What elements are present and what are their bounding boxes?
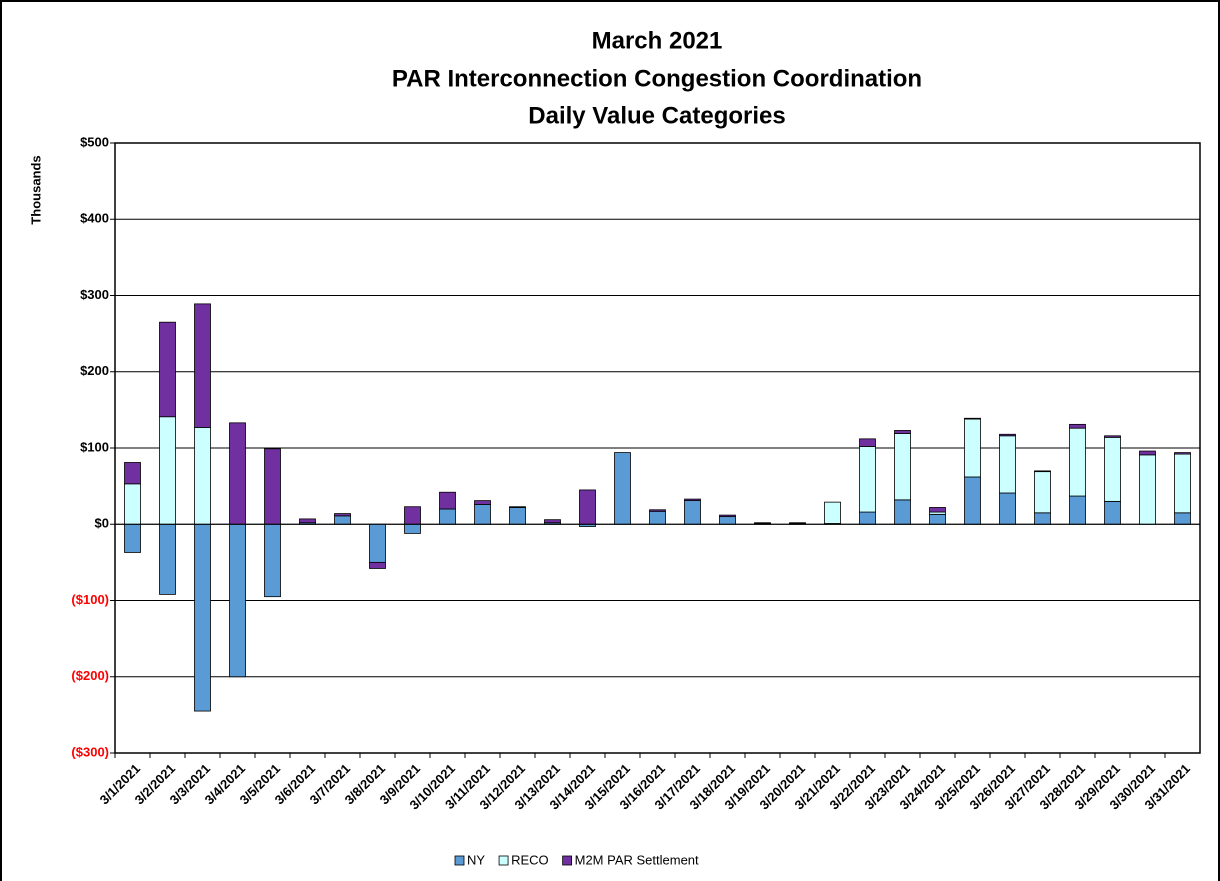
legend-swatch [562, 855, 573, 866]
legend-label: M2M PAR Settlement [575, 852, 699, 867]
bar-segment [894, 499, 911, 525]
bar-segment [334, 513, 351, 517]
bar-segment [929, 507, 946, 513]
bar-segment [124, 483, 141, 525]
bar-segment [1069, 427, 1086, 497]
bar-segment [334, 515, 351, 525]
bar-segment [264, 523, 281, 598]
bar-segment [124, 523, 141, 553]
bar-segment [474, 504, 491, 525]
y-tick-label: ($300) [71, 744, 109, 759]
y-tick-label: $0 [95, 516, 109, 531]
legend-swatch [498, 855, 509, 866]
bar-segment [999, 492, 1016, 525]
bar-segment [1174, 453, 1191, 514]
bar-segment [684, 498, 701, 502]
bar-segment [159, 416, 176, 525]
bar-segment [404, 523, 421, 534]
bar-segment [369, 523, 386, 563]
y-tick-label: ($200) [71, 668, 109, 683]
y-tick-label: $200 [80, 363, 109, 378]
legend-label: RECO [511, 852, 549, 867]
bar-segment [509, 507, 526, 525]
bar-segment [719, 514, 736, 518]
bar-segment [194, 303, 211, 428]
bar-segment [649, 509, 666, 512]
bar-segment [964, 417, 981, 420]
bar-segment [1104, 500, 1121, 525]
legend-label: NY [467, 852, 485, 867]
bar-segment [194, 427, 211, 525]
bar-segment [264, 448, 281, 525]
bar-segment [509, 506, 526, 508]
bar-segment [1034, 512, 1051, 525]
chart-title: March 2021 [592, 27, 723, 54]
bar-segment [1069, 423, 1086, 429]
bar-segment [1174, 452, 1191, 455]
bar-segment [964, 476, 981, 525]
bar-segment [579, 489, 596, 525]
bar-segment [614, 452, 631, 525]
bar-segment [859, 511, 876, 525]
bar-segment [159, 523, 176, 595]
bar-segment [1104, 436, 1121, 502]
bar-segment [1139, 450, 1156, 456]
bar-segment [299, 518, 316, 524]
y-tick-label: $100 [80, 439, 109, 454]
y-tick-label: $400 [80, 211, 109, 226]
bar-segment [999, 435, 1016, 494]
bar-segment [789, 522, 806, 524]
bar-segment [964, 418, 981, 478]
y-tick-label: ($100) [71, 592, 109, 607]
bar-segment [859, 446, 876, 513]
bar-segment [124, 462, 141, 485]
bar-segment [159, 321, 176, 418]
bar-segment [229, 422, 246, 525]
bar-segment [439, 491, 456, 510]
bar-segment [894, 430, 911, 434]
bar-segment [754, 522, 771, 524]
bar-segment [439, 508, 456, 525]
bar-segment [544, 519, 561, 524]
chart-title: Daily Value Categories [528, 102, 785, 129]
bar-segment [859, 438, 876, 447]
bar-segment [894, 433, 911, 501]
bar-segment [1034, 471, 1051, 514]
bar-segment [1034, 470, 1051, 473]
bar-segment [1139, 454, 1156, 525]
y-tick-label: $500 [80, 134, 109, 149]
bar-segment [1174, 512, 1191, 525]
y-tick-label: $300 [80, 287, 109, 302]
bar-segment [684, 500, 701, 525]
y-axis-label: Thousands [28, 155, 43, 224]
bar-segment [369, 561, 386, 569]
bar-segment [824, 501, 841, 524]
chart-title: PAR Interconnection Congestion Coordinat… [392, 65, 922, 92]
legend-swatch [454, 855, 465, 866]
bar-segment [999, 433, 1016, 437]
bar-segment [229, 523, 246, 678]
bar-segment [194, 523, 211, 712]
bar-segment [1104, 435, 1121, 438]
bar-segment [404, 506, 421, 525]
bar-segment [649, 510, 666, 525]
bar-segment [719, 516, 736, 525]
bar-segment [929, 513, 946, 525]
bar-segment [474, 500, 491, 505]
bar-segment [1069, 495, 1086, 525]
